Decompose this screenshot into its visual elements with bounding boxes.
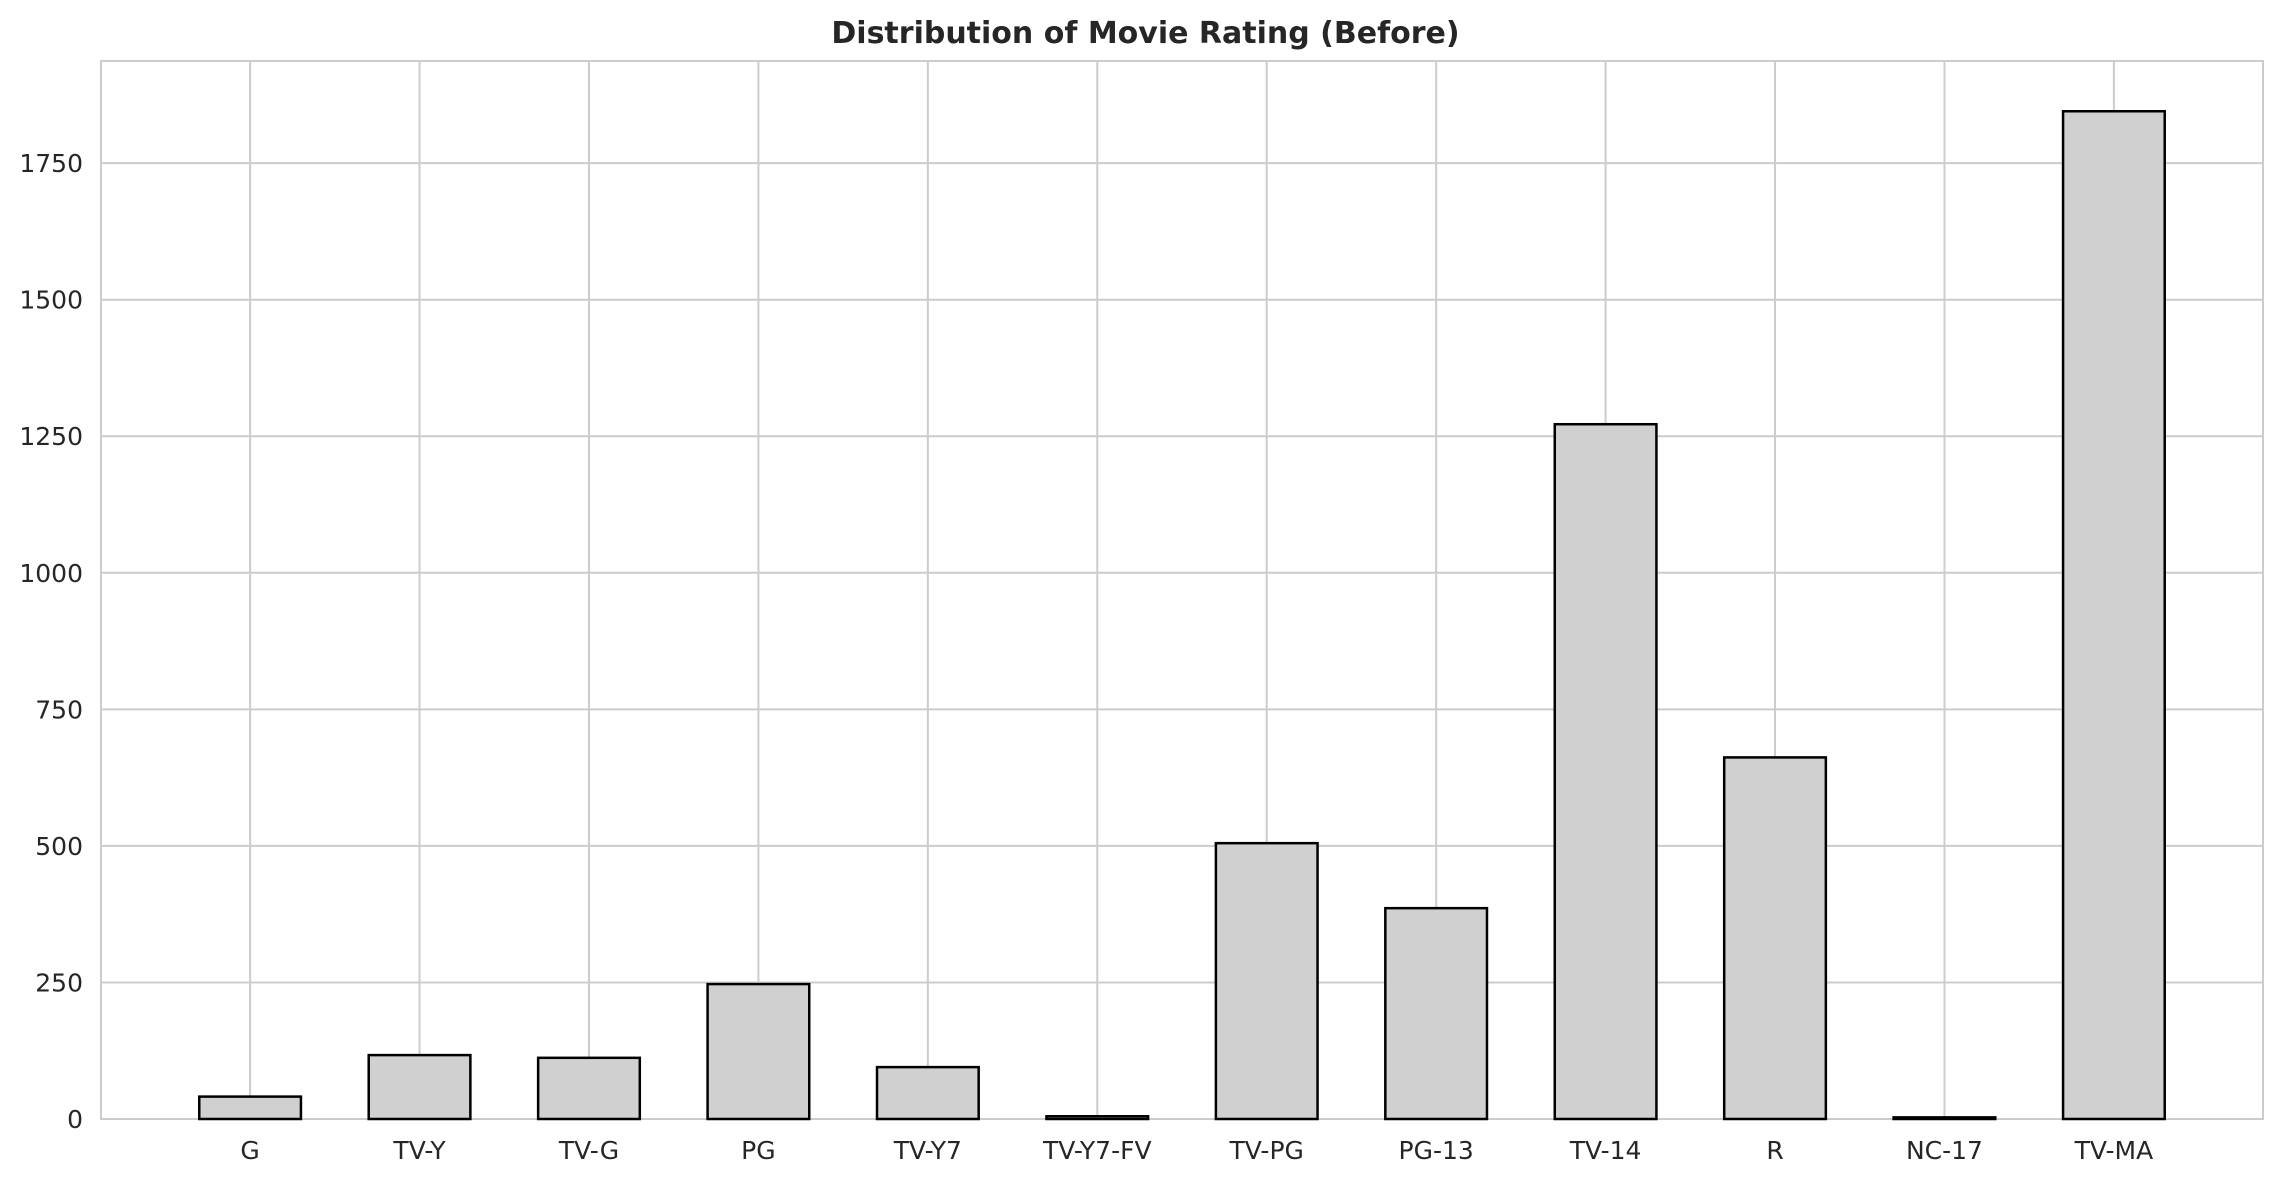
bars-layer [198,110,2166,1121]
bar-tv-g [536,1056,642,1121]
bar-g [198,1095,303,1121]
bar-pg [706,982,811,1121]
bar-nc-17 [1892,1116,1997,1121]
bar-tv-pg [1214,841,1319,1121]
x-tick-label: TV-14 [1569,1136,1642,1165]
x-tick-label: TV-MA [2074,1136,2154,1165]
chart-title: Distribution of Movie Rating (Before) [831,16,1459,51]
y-tick-label: 250 [35,968,83,997]
bar-tv-y [367,1053,472,1121]
y-tick-label: 1000 [19,559,83,588]
x-tick-label: PG-13 [1399,1136,1474,1165]
bar-tv-y7 [875,1065,980,1121]
y-tick-label: 1250 [19,422,83,451]
x-tick-label: R [1766,1136,1783,1165]
x-tick-labels: G TV-Y TV-G PG TV-Y7 TV-Y7-FV TV-PG PG-13 TV-14 R… [240,1136,2153,1165]
bar-tv-ma [2061,110,2166,1121]
bar-r [1722,756,1828,1121]
y-tick-label: 1500 [19,286,83,315]
y-tick-labels: 0 250 500 750 1000 1250 1500 1750 [19,149,83,1134]
axes-frame [100,60,2264,1120]
x-tick-label: TV-Y7 [893,1136,962,1165]
bar-tv-14 [1553,422,1658,1121]
x-tick-label: NC-17 [1906,1136,1983,1165]
x-tick-label: TV-Y7-FV [1042,1136,1152,1165]
y-tick-label: 750 [35,695,83,724]
x-tick-label: TV-Y [392,1136,446,1165]
x-tick-label: PG [741,1136,775,1165]
x-tick-label: TV-G [558,1136,619,1165]
y-tick-label: 1750 [19,149,83,178]
bar-tv-y7-fv [1045,1115,1150,1121]
y-tick-label: 0 [67,1105,83,1134]
grid-layer [101,61,2263,1120]
bar-pg-13 [1384,906,1489,1121]
x-tick-label: G [240,1136,259,1165]
x-tick-label: TV-PG [1229,1136,1304,1165]
y-tick-label: 500 [35,832,83,861]
